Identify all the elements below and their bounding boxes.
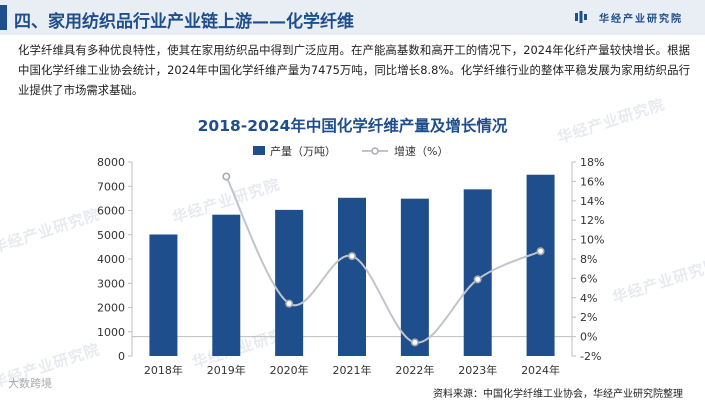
growth-point [285, 299, 294, 308]
y-right-tick-label: 18% [580, 156, 604, 169]
x-tick-label: 2020年 [270, 363, 309, 377]
growth-line [225, 176, 541, 344]
x-tick-label: 2021年 [333, 363, 372, 377]
growth-point [473, 275, 482, 284]
header-accent [0, 5, 7, 30]
bar [526, 174, 555, 356]
x-tick-label: 2024年 [521, 363, 560, 377]
x-tick-label: 2019年 [207, 363, 246, 377]
y-right-tick-label: 8% [580, 253, 597, 266]
chart-title: 2018-2024年中国化学纤维产量及增长情况 [197, 117, 508, 135]
y-right-tick-label: -2% [580, 350, 601, 363]
growth-point [347, 252, 356, 261]
legend-line-marker [371, 147, 379, 155]
x-tick-label: 2018年 [144, 363, 183, 377]
legend-line-label: 增速（%） [394, 144, 448, 158]
intro-paragraph: 化学纤维具有多种优良特性，使其在家用纺织品中得到广泛应用。在产能高基数和高开工的… [18, 43, 690, 97]
y-left-tick-label: 6000 [97, 205, 125, 218]
y-left-tick-label: 8000 [97, 156, 125, 169]
legend-bar-swatch [253, 146, 265, 155]
growth-point [410, 338, 419, 347]
y-left-tick-label: 2000 [97, 302, 125, 315]
bar [400, 198, 429, 356]
corner-logo: 大数跨境 [8, 377, 52, 390]
growth-point [536, 247, 545, 256]
y-right-tick-label: 2% [580, 311, 597, 324]
y-left-tick-label: 4000 [97, 253, 125, 266]
y-right-tick-label: 4% [580, 292, 597, 305]
x-tick-label: 2022年 [395, 363, 434, 377]
bar [275, 209, 304, 356]
section-title: 四、家用纺织品行业产业链上游——化学纤维 [14, 12, 354, 32]
y-right-tick-label: 0% [580, 331, 597, 344]
brand-name: 华经产业研究院 [599, 14, 683, 25]
brand-logo-icon [575, 11, 587, 23]
bar [149, 234, 178, 356]
header-bar [0, 0, 705, 35]
y-left-tick-label: 7000 [97, 180, 125, 193]
growth-point [222, 172, 231, 181]
y-left-tick-label: 5000 [97, 229, 125, 242]
y-left-tick-label: 3000 [97, 277, 125, 290]
y-right-tick-label: 6% [580, 272, 597, 285]
source-note: 资料来源：中国化学纤维工业协会，华经产业研究院整理 [433, 389, 683, 400]
y-left-tick-label: 1000 [97, 326, 125, 339]
y-left-tick-label: 0 [118, 350, 125, 363]
y-right-tick-label: 12% [580, 214, 604, 227]
y-right-tick-label: 10% [580, 234, 604, 247]
x-tick-label: 2023年 [458, 363, 497, 377]
legend-bar-label: 产量（万吨） [270, 144, 336, 158]
bar [212, 214, 241, 356]
y-right-tick-label: 16% [580, 175, 604, 188]
y-right-tick-label: 14% [580, 195, 604, 208]
bar [338, 197, 366, 356]
